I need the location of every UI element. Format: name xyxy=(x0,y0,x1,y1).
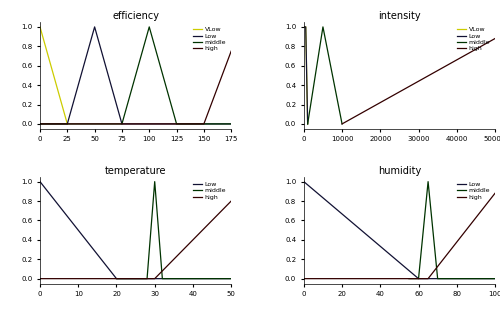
middle xyxy=(339,122,345,126)
Legend: Low, middle, high: Low, middle, high xyxy=(455,180,492,202)
middle xyxy=(406,277,412,281)
middle xyxy=(144,277,150,281)
Line: VLow: VLow xyxy=(40,27,68,124)
Low xyxy=(37,180,43,184)
middle xyxy=(114,277,119,281)
Title: efficiency: efficiency xyxy=(112,11,159,21)
Low xyxy=(228,122,234,126)
middle xyxy=(304,122,310,126)
high xyxy=(301,277,307,281)
high xyxy=(37,122,43,126)
Low xyxy=(301,25,307,29)
high xyxy=(339,122,345,126)
Line: VLow: VLow xyxy=(304,27,308,124)
middle xyxy=(425,180,431,184)
middle xyxy=(146,25,152,29)
middle xyxy=(160,277,166,281)
Title: humidity: humidity xyxy=(378,166,421,176)
Line: Low: Low xyxy=(40,27,231,124)
high xyxy=(152,277,158,281)
Low xyxy=(301,180,307,184)
Low xyxy=(37,122,43,126)
middle xyxy=(228,277,234,281)
Line: Low: Low xyxy=(304,182,495,279)
Low xyxy=(302,25,308,29)
Title: intensity: intensity xyxy=(378,11,420,21)
VLow xyxy=(37,25,43,29)
Line: high: high xyxy=(40,201,231,279)
middle xyxy=(416,277,422,281)
Line: high: high xyxy=(304,193,495,279)
middle xyxy=(119,122,125,126)
Title: temperature: temperature xyxy=(105,166,166,176)
Legend: VLow, Low, middle, high: VLow, Low, middle, high xyxy=(191,25,228,53)
VLow xyxy=(302,25,308,29)
high xyxy=(201,122,207,126)
middle xyxy=(37,122,43,126)
Line: high: high xyxy=(342,38,495,124)
Line: middle: middle xyxy=(40,27,231,124)
high xyxy=(425,277,431,281)
Line: high: high xyxy=(40,51,231,124)
high xyxy=(228,49,234,53)
Low xyxy=(416,277,422,281)
middle xyxy=(492,277,498,281)
middle xyxy=(434,277,440,281)
middle xyxy=(228,122,234,126)
Line: middle: middle xyxy=(116,182,231,279)
high xyxy=(174,122,180,126)
Line: Low: Low xyxy=(40,182,231,279)
VLow xyxy=(304,122,310,126)
Line: Low: Low xyxy=(304,27,308,124)
Line: middle: middle xyxy=(409,182,495,279)
high xyxy=(492,37,498,40)
Low xyxy=(228,277,234,281)
Low xyxy=(119,122,125,126)
middle xyxy=(320,25,326,29)
Low xyxy=(492,277,498,281)
Line: middle: middle xyxy=(308,27,342,124)
VLow xyxy=(301,25,307,29)
middle xyxy=(174,122,180,126)
high xyxy=(228,199,234,203)
VLow xyxy=(37,25,43,29)
Legend: VLow, Low, middle, high: VLow, Low, middle, high xyxy=(455,25,492,53)
VLow xyxy=(64,122,70,126)
Low xyxy=(114,277,119,281)
Low xyxy=(92,25,98,29)
Low xyxy=(64,122,70,126)
high xyxy=(492,192,498,195)
high xyxy=(37,277,43,281)
Legend: Low, middle, high: Low, middle, high xyxy=(191,180,228,202)
Low xyxy=(304,122,310,126)
middle xyxy=(152,180,158,184)
